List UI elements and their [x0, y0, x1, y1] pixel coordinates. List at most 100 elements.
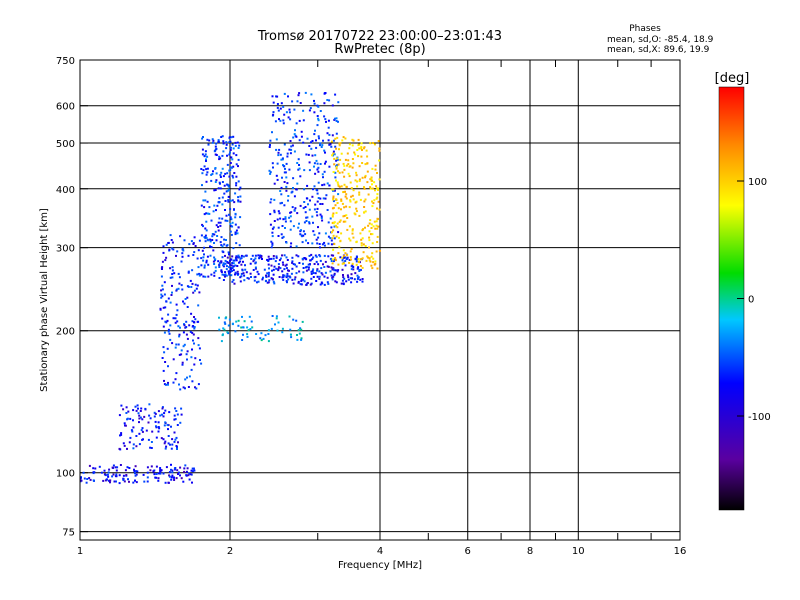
data-point — [206, 200, 209, 203]
data-point — [316, 275, 319, 278]
data-point — [160, 296, 163, 299]
data-point — [295, 254, 298, 257]
data-point — [351, 232, 354, 235]
data-point — [221, 135, 224, 138]
data-point — [319, 255, 322, 258]
data-point — [228, 318, 231, 321]
data-point — [357, 266, 360, 269]
data-point — [131, 430, 134, 433]
data-point — [317, 105, 320, 108]
data-point — [286, 272, 289, 275]
data-point — [284, 220, 287, 223]
data-point — [128, 480, 130, 483]
data-point — [183, 470, 186, 473]
data-point — [320, 146, 323, 148]
data-point — [241, 269, 244, 272]
data-point — [299, 175, 302, 178]
data-point — [370, 255, 373, 258]
data-point — [327, 119, 330, 122]
data-point — [304, 211, 307, 214]
data-point — [315, 211, 318, 214]
data-point — [201, 153, 204, 156]
data-point — [126, 447, 128, 450]
data-point — [116, 466, 119, 469]
data-point — [350, 273, 353, 276]
data-point — [204, 199, 207, 202]
data-point — [213, 242, 215, 244]
data-point — [210, 173, 213, 176]
data-point — [124, 469, 127, 472]
data-point — [197, 344, 200, 347]
data-point — [267, 340, 270, 343]
data-point — [174, 317, 177, 320]
data-point — [190, 312, 193, 315]
data-point — [278, 212, 281, 215]
data-point — [276, 329, 279, 332]
data-point — [275, 174, 278, 177]
data-point — [170, 476, 173, 479]
data-point — [348, 237, 351, 240]
data-point — [272, 280, 275, 283]
data-point — [215, 224, 218, 227]
data-point — [315, 146, 318, 149]
data-point — [370, 227, 373, 229]
data-point — [177, 272, 180, 275]
data-point — [217, 260, 220, 263]
data-point — [103, 469, 106, 472]
data-point — [231, 266, 234, 269]
data-point — [331, 262, 334, 265]
data-point — [287, 116, 290, 119]
data-point — [205, 236, 208, 239]
data-point — [328, 99, 331, 102]
data-point — [290, 272, 293, 275]
data-point — [355, 171, 358, 174]
data-point — [334, 204, 337, 207]
data-point — [237, 254, 240, 257]
data-point — [321, 243, 324, 246]
colorbar-tick-label: 100 — [748, 177, 767, 188]
data-point — [244, 264, 246, 267]
data-point — [341, 279, 344, 282]
data-point — [220, 340, 223, 343]
data-point — [335, 167, 338, 170]
data-point — [271, 131, 273, 134]
data-point — [214, 145, 217, 148]
data-point — [202, 169, 205, 172]
data-point — [333, 157, 336, 160]
data-point — [338, 171, 341, 174]
data-point — [351, 228, 354, 231]
data-point — [323, 241, 326, 244]
data-point — [337, 263, 340, 266]
data-point — [167, 365, 169, 368]
data-point — [237, 319, 240, 322]
data-point — [278, 259, 281, 262]
data-point — [224, 317, 227, 320]
data-point — [345, 193, 348, 196]
data-point — [378, 178, 381, 181]
data-point — [189, 279, 192, 282]
data-point — [198, 274, 201, 277]
data-point — [359, 198, 362, 201]
data-point — [291, 206, 294, 209]
data-point — [217, 229, 220, 232]
data-point — [270, 240, 273, 243]
data-point — [191, 481, 193, 484]
data-point — [150, 465, 153, 468]
data-point — [283, 92, 286, 95]
data-point — [203, 165, 206, 168]
data-point — [122, 474, 125, 477]
data-point — [269, 201, 272, 204]
data-point — [361, 278, 364, 280]
data-point — [348, 225, 351, 228]
data-point — [164, 409, 167, 412]
data-point — [364, 198, 367, 201]
data-point — [362, 243, 365, 246]
data-point — [255, 333, 258, 335]
data-point — [348, 261, 351, 264]
data-point — [176, 413, 179, 416]
data-point — [191, 325, 194, 328]
data-point — [221, 245, 224, 248]
data-point — [138, 443, 141, 446]
data-point — [309, 263, 311, 266]
